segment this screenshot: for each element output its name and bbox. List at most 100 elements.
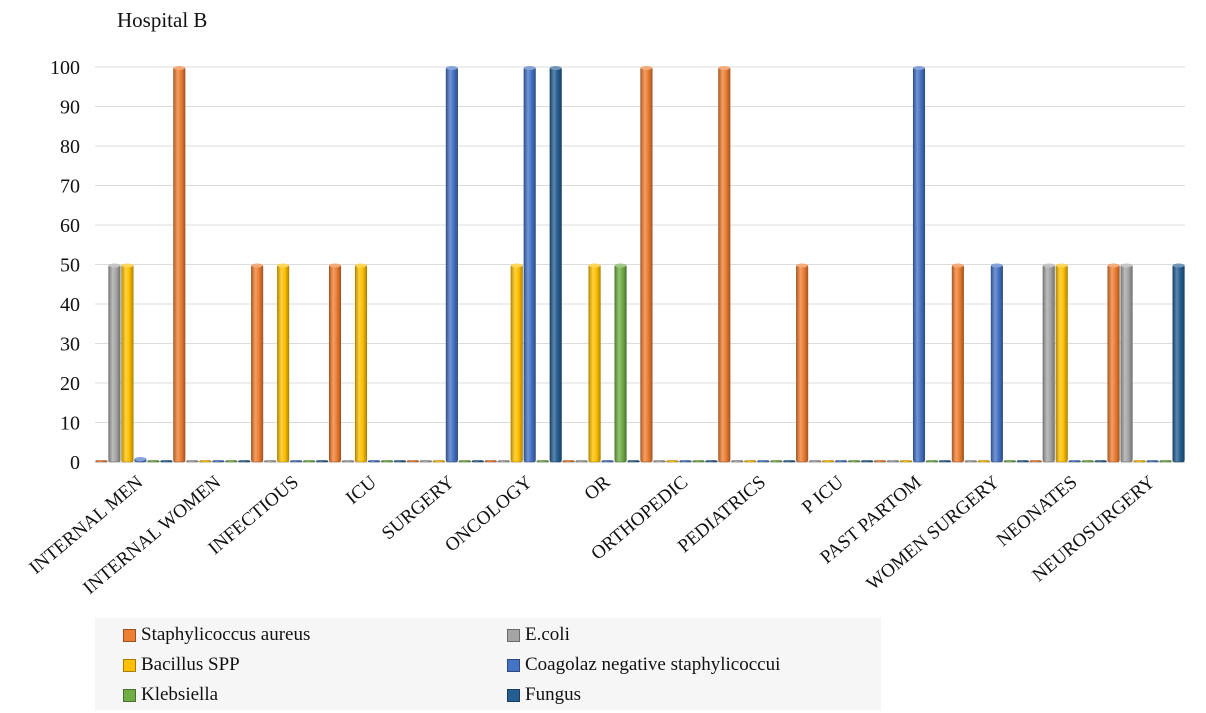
bar xyxy=(1146,460,1159,463)
legend-swatch xyxy=(123,688,136,702)
bar xyxy=(822,460,835,463)
bar xyxy=(938,460,952,463)
legend-item: Klebsiella xyxy=(123,684,218,706)
bar xyxy=(1081,460,1094,463)
bar xyxy=(121,264,134,463)
bar xyxy=(951,264,964,463)
y-tick-label: 50 xyxy=(60,255,80,277)
bar-cap xyxy=(549,66,562,70)
x-tick-label: OR xyxy=(581,472,615,505)
bar xyxy=(1094,460,1107,463)
legend-label: Coagolaz negative staphylicoccui xyxy=(525,654,781,675)
y-tick-label: 40 xyxy=(60,294,80,316)
bar xyxy=(1055,264,1068,463)
x-tick-label: SURGERY xyxy=(378,472,459,545)
bar-cap xyxy=(952,263,964,268)
bar xyxy=(731,460,744,463)
bar xyxy=(95,460,108,463)
bar xyxy=(1042,264,1055,463)
bar xyxy=(899,460,913,463)
bar-cap xyxy=(614,263,627,268)
bar xyxy=(393,460,407,463)
bar xyxy=(848,460,861,463)
bar xyxy=(458,460,471,463)
bar xyxy=(718,66,731,463)
legend-item: Bacillus SPP xyxy=(123,654,240,676)
bar xyxy=(173,66,186,463)
bar xyxy=(484,460,497,463)
bar xyxy=(809,460,822,463)
legend-item: Fungus xyxy=(507,684,581,706)
bar xyxy=(796,264,809,463)
x-tick-label: WOMEN SURGERY xyxy=(863,472,1004,595)
bar xyxy=(471,460,484,463)
y-tick-label: 80 xyxy=(60,136,80,158)
legend-label: Klebsiella xyxy=(141,684,219,705)
bar xyxy=(316,460,329,463)
bar xyxy=(212,460,225,463)
y-axis-ticks: 0 10 20 30 40 50 60 70 80 90 100 xyxy=(50,57,80,474)
y-tick-label: 30 xyxy=(60,334,80,356)
bar xyxy=(264,460,277,463)
bar-cap xyxy=(1042,263,1055,268)
bar xyxy=(783,460,796,463)
bar-cap xyxy=(1055,263,1068,268)
bar xyxy=(419,460,432,463)
y-tick-label: 20 xyxy=(60,373,80,395)
bar xyxy=(614,264,627,463)
bar xyxy=(964,460,977,463)
bar xyxy=(1159,460,1172,463)
bar-cap xyxy=(523,66,536,70)
chart-title: Hospital B xyxy=(117,8,208,32)
bar xyxy=(990,264,1003,463)
legend-label: Bacillus SPP xyxy=(141,654,240,675)
bar xyxy=(328,264,342,463)
bar xyxy=(290,460,303,463)
bar xyxy=(705,460,718,463)
bar-cap xyxy=(991,263,1003,268)
bar-cap xyxy=(329,263,341,268)
y-tick-label: 100 xyxy=(50,57,80,79)
bar xyxy=(1003,460,1016,463)
legend-swatch xyxy=(507,688,520,702)
bar xyxy=(225,460,238,463)
bar xyxy=(160,460,173,463)
bar xyxy=(199,460,212,463)
bar-cap xyxy=(108,263,121,268)
bar xyxy=(497,460,510,463)
y-tick-label: 90 xyxy=(60,97,80,119)
bar xyxy=(873,460,887,463)
bar xyxy=(380,460,394,463)
bar xyxy=(108,264,121,463)
legend-swatch xyxy=(123,628,136,642)
bar xyxy=(523,66,536,463)
bar-cap xyxy=(446,66,458,70)
bar-cap xyxy=(588,263,601,268)
legend-item: Coagolaz negative staphylicoccui xyxy=(507,654,780,676)
bar-cap xyxy=(1107,263,1120,268)
bar xyxy=(977,460,990,463)
x-tick-label: INTERNAL WOMEN xyxy=(79,472,225,599)
legend-label: Staphylicoccus aureus xyxy=(141,624,311,645)
bar xyxy=(303,460,316,463)
bar xyxy=(1172,264,1185,463)
bar xyxy=(406,460,419,463)
bar xyxy=(445,66,458,463)
bar xyxy=(251,264,264,463)
bar xyxy=(562,460,575,463)
bar xyxy=(861,460,874,463)
bar xyxy=(653,460,666,463)
legend-swatch xyxy=(123,658,136,672)
gridlines xyxy=(95,66,1185,463)
bar-cap xyxy=(718,66,731,70)
bar-cap xyxy=(1120,263,1133,268)
bar-cap xyxy=(913,66,925,70)
bar xyxy=(627,460,640,463)
bar xyxy=(770,460,783,463)
bar xyxy=(912,66,926,463)
bar xyxy=(147,460,160,463)
bar-cap xyxy=(134,457,147,462)
bar-cap xyxy=(796,263,808,268)
